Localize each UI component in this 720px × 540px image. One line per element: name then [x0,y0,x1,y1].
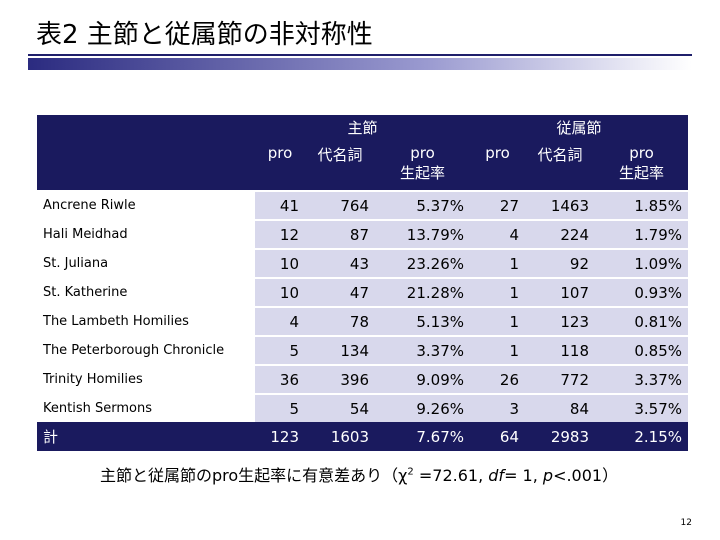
total-cell: 7.67% [416,427,464,446]
header-bg [37,115,688,190]
data-cell: 26 [470,364,525,393]
data-cell: 41 [255,190,305,219]
row-label: Hali Meidhad [37,219,255,248]
title-bar [28,58,692,70]
total-cell: 2.15% [634,427,682,446]
group-header: 主節 [347,118,378,137]
total-label: 計 [43,428,59,446]
row-label: Trinity Homilies [37,364,255,393]
data-cell: 1.79% [595,219,688,248]
page-number: 12 [680,518,692,528]
title-rule [28,54,692,56]
data-cell: 47 [305,277,375,306]
data-cell: 3.57% [595,393,688,422]
row-label: The Lambeth Homilies [37,306,255,335]
data-cell: 84 [525,393,595,422]
data-cell: 0.81% [595,306,688,335]
data-cell: 43 [305,248,375,277]
slide-title: 表2 主節と従属節の非対称性 [36,20,373,50]
data-cell: 23.26% [375,248,470,277]
group-header: 従属節 [556,118,602,137]
footnote-part: p [542,466,554,485]
row-label: Ancrene Riwle [37,190,255,219]
data-cell: 1 [470,277,525,306]
data-cell: 0.85% [595,335,688,364]
total-cell: 64 [499,427,519,446]
footnote-part: 主節と従属節のpro生起率に有意差あり（χ [100,466,408,485]
data-cell: 118 [525,335,595,364]
data-cell: 10 [255,277,305,306]
footnote-part: <.001） [553,466,619,485]
data-cell: 4 [470,219,525,248]
data-cell: 123 [525,306,595,335]
column-header: pro [485,144,510,162]
data-cell: 5.13% [375,306,470,335]
data-cell: 5 [255,393,305,422]
data-cell: 134 [305,335,375,364]
column-header: 代名詞 [317,146,363,164]
row-label: The Peterborough Chronicle [37,335,255,364]
data-cell: 1 [470,248,525,277]
footnote: 主節と従属節のpro生起率に有意差あり（χ2 =72.61, df= 1, p<… [100,462,618,486]
data-cell: 4 [255,306,305,335]
column-header: 代名詞 [537,146,583,164]
footnote-part: =72.61, [413,466,489,485]
data-cell: 5 [255,335,305,364]
row-label: Kentish Sermons [37,393,255,422]
data-cell: 27 [470,190,525,219]
data-cell: 3 [470,393,525,422]
data-cell: 9.26% [375,393,470,422]
data-cell: 5.37% [375,190,470,219]
data-cell: 1.85% [595,190,688,219]
data-cell: 1 [470,335,525,364]
footnote-part: df [488,466,505,485]
data-cell: 0.93% [595,277,688,306]
total-cell: 123 [270,427,299,446]
data-cell: 764 [305,190,375,219]
total-cell: 1603 [330,427,369,446]
data-cell: 1.09% [595,248,688,277]
column-header: pro [267,144,293,162]
data-cell: 396 [305,364,375,393]
footnote-part: = 1, [504,466,543,485]
data-cell: 9.09% [375,364,470,393]
total-cell: 2983 [550,427,589,446]
data-cell: 10 [255,248,305,277]
data-cell: 13.79% [375,219,470,248]
column-header: pro 生起率 [399,144,445,182]
data-cell: 3.37% [595,364,688,393]
data-cell: 54 [305,393,375,422]
data-cell: 78 [305,306,375,335]
data-cell: 21.28% [375,277,470,306]
data-cell: 36 [255,364,305,393]
column-header: pro 生起率 [618,144,664,182]
data-cell: 1463 [525,190,595,219]
data-cell: 87 [305,219,375,248]
data-cell: 92 [525,248,595,277]
total-bg [37,422,688,451]
row-label: St. Juliana [37,248,255,277]
data-cell: 107 [525,277,595,306]
footnote-part: 2 [407,466,414,478]
data-cell: 772 [525,364,595,393]
data-cell: 3.37% [375,335,470,364]
data-cell: 12 [255,219,305,248]
row-label: St. Katherine [37,277,255,306]
data-cell: 1 [470,306,525,335]
data-cell: 224 [525,219,595,248]
